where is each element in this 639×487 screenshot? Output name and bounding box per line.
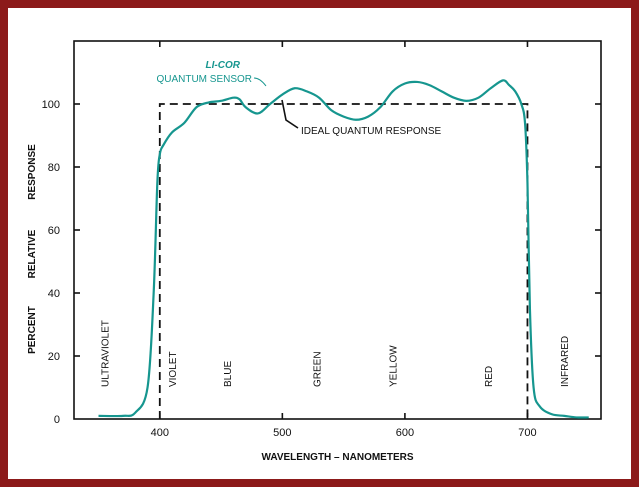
y-axis-ticks: 0 20 40 60 80 100 — [42, 99, 601, 426]
x-axis-title: WAVELENGTH – NANOMETERS — [261, 452, 413, 463]
band-label-violet: VIOLET — [168, 351, 179, 387]
color-band-labels: ULTRAVIOLET VIOLET BLUE GREEN YELLOW RED INFRA… — [101, 320, 572, 387]
spectral-response-chart: 0 20 40 60 80 100 400 500 600 700 ULTRAVIOLET VIO… — [27, 40, 602, 463]
band-label-green: GREEN — [313, 351, 324, 387]
y-tick-label: 100 — [42, 99, 60, 111]
y-tick-label: 0 — [54, 414, 60, 426]
band-label-blue: BLUE — [223, 361, 234, 387]
licor-brand-label: LI-COR — [206, 60, 241, 71]
y-tick-label: 60 — [48, 225, 60, 237]
y-tick-label: 20 — [48, 351, 60, 363]
x-axis-ticks: 400 500 600 700 — [151, 41, 537, 439]
chart-frame: 0 20 40 60 80 100 400 500 600 700 ULTRAVIOLET VIO… — [8, 8, 631, 479]
plot-area-border — [73, 40, 602, 420]
x-tick-label: 400 — [151, 427, 169, 439]
annotations: LI-COR QUANTUM SENSOR IDEAL QUANTUM RESPON… — [156, 60, 441, 137]
y-axis-title: PERCENT RELATIVE RESPONSE — [27, 144, 38, 354]
series-layer — [98, 79, 589, 419]
band-label-infrared: INFRARED — [560, 336, 571, 387]
band-label-yellow: YELLOW — [389, 345, 400, 387]
x-tick-label: 700 — [518, 427, 536, 439]
x-tick-label: 500 — [273, 427, 291, 439]
quantum-sensor-leader — [253, 77, 267, 87]
band-label-ultraviolet: ULTRAVIOLET — [101, 320, 112, 387]
y-tick-label: 80 — [48, 162, 60, 174]
ideal-response-leader — [281, 99, 299, 129]
y-tick-label: 40 — [48, 288, 60, 300]
x-tick-label: 600 — [396, 427, 414, 439]
y-axis-title-word: RELATIVE — [27, 229, 38, 278]
quantum-sensor-label: QUANTUM SENSOR — [156, 74, 252, 85]
quantum-sensor-curve — [98, 79, 589, 419]
ideal-response-line — [158, 103, 529, 419]
band-label-red: RED — [484, 366, 495, 387]
y-axis-title-word: RESPONSE — [27, 144, 38, 200]
y-axis-title-word: PERCENT — [27, 306, 38, 354]
ideal-response-label: IDEAL QUANTUM RESPONSE — [301, 126, 442, 137]
